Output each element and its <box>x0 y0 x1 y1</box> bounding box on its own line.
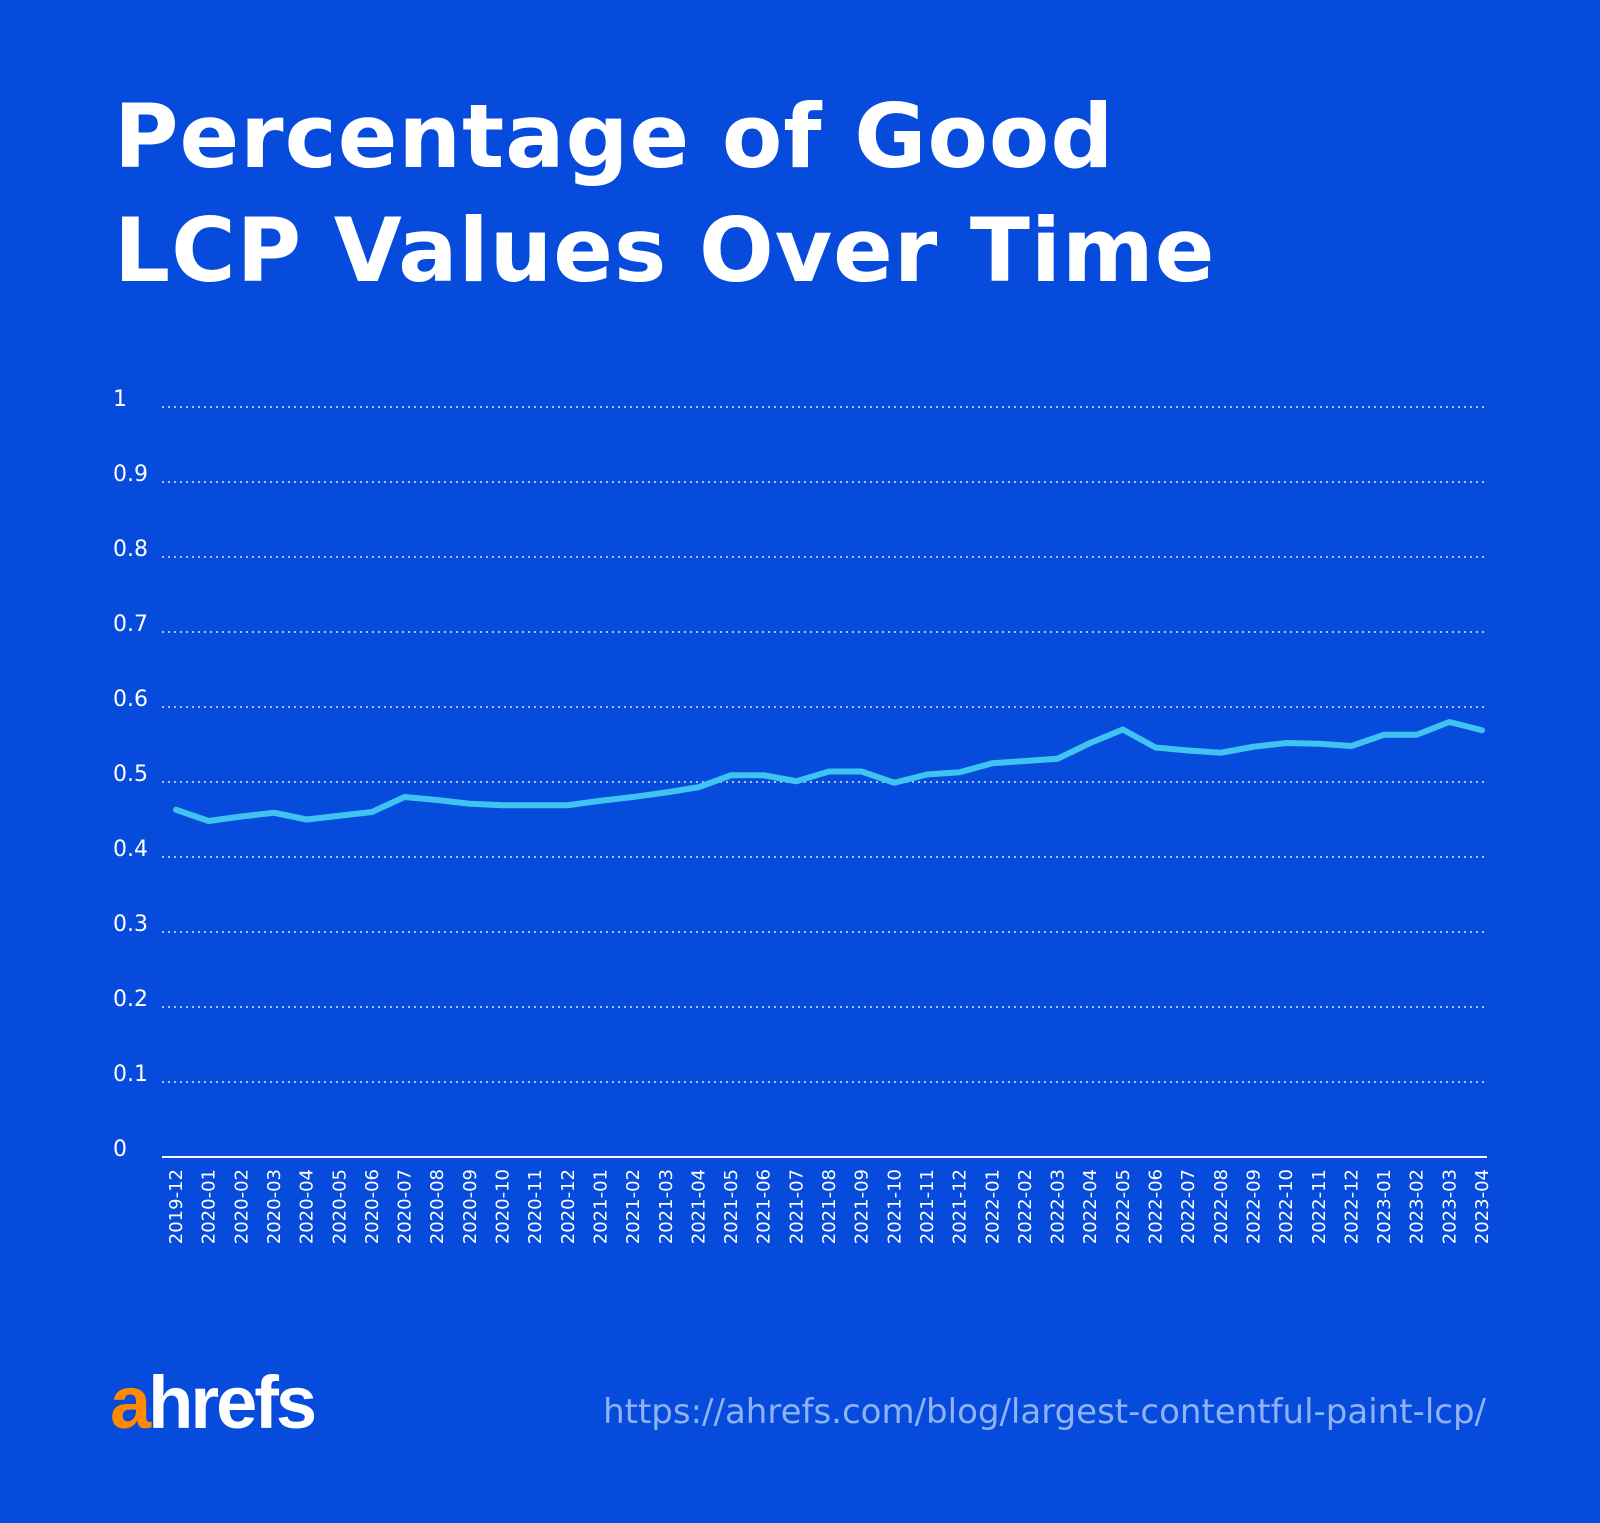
x-tick-label: 2022-04 <box>1080 1169 1101 1244</box>
title-line-1: Percentage of Good <box>114 85 1115 188</box>
line-chart: 0 0.1 0.2 0.3 0.4 0.5 0.6 0.7 0.8 0.9 1 2019-12 2020… <box>113 387 1493 1244</box>
source-url: https://ahrefs.com/blog/largest-contentf… <box>603 1392 1486 1432</box>
x-tick-label: 2020-07 <box>395 1169 416 1244</box>
x-tick-label: 2021-02 <box>623 1169 644 1244</box>
x-tick-label: 2021-06 <box>754 1169 775 1244</box>
x-tick-label: 2022-11 <box>1309 1169 1330 1244</box>
y-tick-label: 0.2 <box>113 987 148 1012</box>
x-tick-label: 2021-09 <box>852 1169 873 1244</box>
x-tick-label: 2022-02 <box>1015 1169 1036 1244</box>
x-tick-label: 2021-03 <box>656 1169 677 1244</box>
x-tick-label: 2022-06 <box>1146 1169 1167 1244</box>
y-tick-label: 0.6 <box>113 687 148 712</box>
x-tick-label: 2023-02 <box>1407 1169 1428 1244</box>
x-tick-label: 2022-10 <box>1276 1169 1297 1244</box>
x-tick-label: 2022-08 <box>1211 1169 1232 1244</box>
y-tick-label: 0.3 <box>113 912 148 937</box>
x-tick-label: 2022-01 <box>982 1169 1003 1244</box>
x-tick-label: 2020-02 <box>231 1169 252 1244</box>
x-tick-label: 2021-11 <box>917 1169 938 1244</box>
y-tick-label: 0.9 <box>113 462 148 487</box>
x-tick-label: 2020-04 <box>297 1169 318 1244</box>
y-tick-label: 0.4 <box>113 837 148 862</box>
x-tick-label: 2020-08 <box>427 1169 448 1244</box>
y-tick-label: 1 <box>113 387 127 412</box>
ahrefs-logo: ahrefs <box>110 1361 317 1444</box>
x-tick-label: 2022-07 <box>1178 1169 1199 1244</box>
x-tick-label: 2022-03 <box>1048 1169 1069 1244</box>
x-tick-label: 2021-10 <box>884 1169 905 1244</box>
x-tick-label: 2021-01 <box>590 1169 611 1244</box>
x-tick-label: 2020-09 <box>460 1169 481 1244</box>
x-tick-label: 2020-05 <box>329 1169 350 1244</box>
x-tick-label: 2020-12 <box>558 1169 579 1244</box>
x-tick-label: 2021-05 <box>721 1169 742 1244</box>
x-tick-label: 2021-07 <box>786 1169 807 1244</box>
y-tick-label: 0.1 <box>113 1062 148 1087</box>
x-tick-label: 2023-04 <box>1472 1169 1493 1244</box>
x-tick-label: 2020-10 <box>493 1169 514 1244</box>
y-tick-label: 0.7 <box>113 612 148 637</box>
x-tick-label: 2021-08 <box>819 1169 840 1244</box>
y-tick-label: 0.8 <box>113 537 148 562</box>
x-tick-label: 2020-01 <box>199 1169 220 1244</box>
x-tick-label: 2022-09 <box>1243 1169 1264 1244</box>
x-tick-label: 2022-05 <box>1113 1169 1134 1244</box>
x-tick-label: 2022-12 <box>1341 1169 1362 1244</box>
x-tick-label: 2023-03 <box>1439 1169 1460 1244</box>
x-tick-label: 2021-04 <box>688 1169 709 1244</box>
chart-title: Percentage of Good LCP Values Over Time <box>114 80 1215 308</box>
y-tick-label: 0 <box>113 1137 127 1162</box>
x-tick-label: 2020-03 <box>264 1169 285 1244</box>
x-tick-label: 2020-06 <box>362 1169 383 1244</box>
y-tick-label: 0.5 <box>113 762 148 787</box>
x-tick-label: 2019-12 <box>166 1169 187 1244</box>
x-tick-label: 2021-12 <box>950 1169 971 1244</box>
x-tick-label: 2020-11 <box>525 1169 546 1244</box>
title-line-2: LCP Values Over Time <box>114 199 1216 302</box>
x-tick-label: 2023-01 <box>1374 1169 1395 1244</box>
